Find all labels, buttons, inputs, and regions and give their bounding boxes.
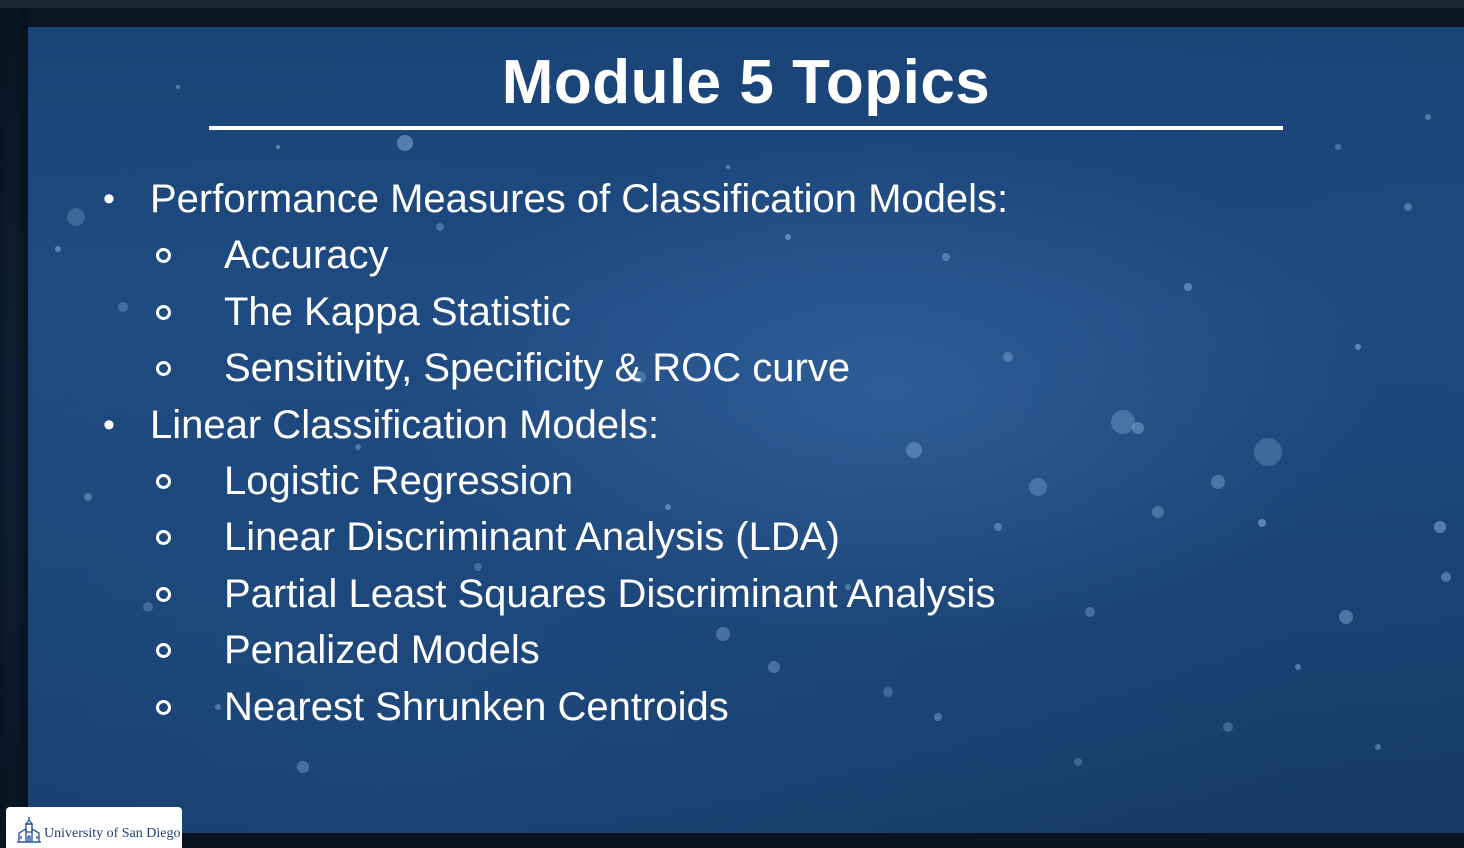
title-underline [209, 126, 1283, 130]
sub-bullet-marker [156, 587, 171, 602]
top-frame-bar [0, 0, 1464, 8]
bullet-marker: • [103, 180, 115, 218]
list-item-accuracy: Accuracy [224, 233, 389, 277]
slide-title: Module 5 Topics [501, 48, 991, 117]
list-item-logistic: Logistic Regression [224, 459, 574, 503]
university-name: University of San Diego [44, 826, 181, 841]
sub-bullet-marker [156, 305, 171, 320]
slide: Module 5 Topics • Performance Measures o… [28, 27, 1464, 833]
list-item-nsc: Nearest Shrunken Centroids [224, 685, 729, 729]
list-item-plsda: Partial Least Squares Discriminant Analy… [224, 572, 996, 616]
sub-bullet-marker [156, 474, 171, 489]
sub-bullet-marker [156, 361, 171, 376]
list-item-lda: Linear Discriminant Analysis (LDA) [224, 515, 840, 559]
usd-mission-icon [17, 817, 41, 843]
sub-bullet-marker [156, 700, 171, 715]
list-item-penalized: Penalized Models [224, 628, 540, 672]
left-frame-edge [0, 8, 28, 848]
sub-bullet-marker [156, 248, 171, 263]
bottom-frame-strip [0, 833, 1464, 848]
section-heading-linear: Linear Classification Models: [150, 403, 660, 447]
list-item-sensitivity: Sensitivity, Specificity & ROC curve [224, 346, 851, 390]
sub-bullet-marker [156, 643, 171, 658]
topic-list: • Performance Measures of Classification… [28, 27, 1464, 833]
university-logo: University of San Diego [6, 807, 182, 848]
list-item-kappa: The Kappa Statistic [224, 290, 571, 334]
sub-bullet-marker [156, 530, 171, 545]
bullet-marker: • [103, 406, 115, 444]
section-heading-performance: Performance Measures of Classification M… [150, 177, 1009, 221]
